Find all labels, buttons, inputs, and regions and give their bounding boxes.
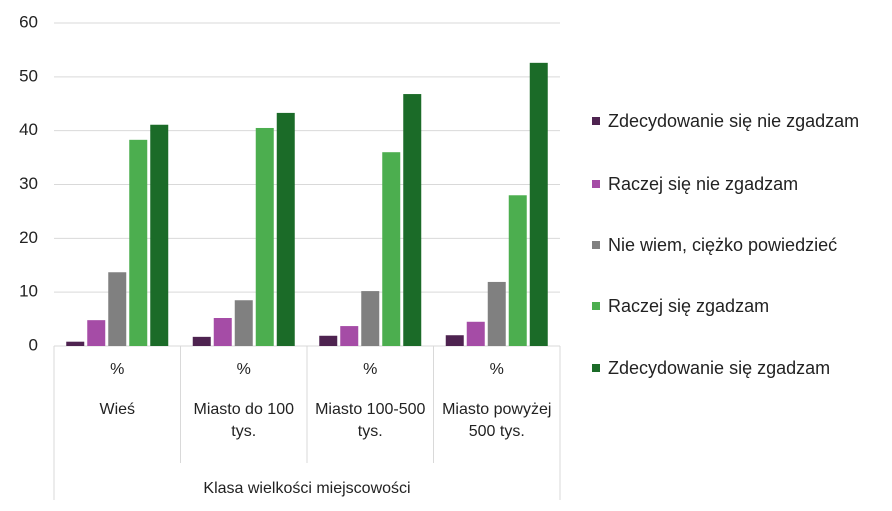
bar — [108, 272, 127, 346]
category-sublabel: % — [489, 361, 504, 378]
legend-item: Zdecydowanie się zgadzam — [592, 355, 892, 381]
category-sublabel: % — [363, 361, 378, 378]
y-tick-label: 10 — [19, 282, 38, 301]
y-tick-label: 50 — [19, 66, 38, 85]
bar — [403, 94, 422, 346]
category-sublabel: % — [110, 361, 125, 378]
y-tick-label: 30 — [19, 174, 38, 193]
bar — [340, 326, 359, 346]
legend-swatch — [592, 364, 600, 372]
legend-item: Raczej się nie zgadzam — [592, 171, 892, 197]
y-tick-label: 60 — [19, 12, 38, 31]
y-tick-label: 20 — [19, 228, 38, 247]
bar — [445, 335, 464, 346]
legend-item: Zdecydowanie się nie zgadzam — [592, 108, 892, 134]
bar — [66, 341, 85, 346]
bar — [150, 124, 169, 347]
bar — [234, 300, 253, 346]
bar — [466, 321, 485, 346]
legend-label: Zdecydowanie się nie zgadzam — [608, 111, 860, 131]
bar — [255, 127, 274, 346]
bar — [276, 112, 295, 346]
bar — [382, 152, 401, 346]
bar — [319, 335, 338, 346]
bar — [361, 291, 380, 346]
bar — [487, 281, 506, 346]
legend-swatch — [592, 241, 600, 249]
x-tick-label: Miasto powyżej 500 tys. — [442, 401, 552, 440]
bar — [508, 195, 527, 346]
bar — [213, 318, 232, 346]
legend-label: Raczej się nie zgadzam — [608, 174, 799, 194]
legend-swatch — [592, 302, 600, 310]
bar — [129, 139, 148, 346]
x-tick-label: Miasto do 100 tys. — [193, 401, 294, 440]
group-label: Klasa wielkości miejscowości — [203, 480, 411, 497]
legend-swatch — [592, 117, 600, 125]
bar — [192, 336, 211, 346]
legend-label: Nie wiem, ciężko powiedzieć — [608, 235, 838, 255]
legend-label: Zdecydowanie się zgadzam — [608, 358, 831, 378]
legend-item: Nie wiem, ciężko powiedzieć — [592, 232, 892, 258]
legend-item: Raczej się zgadzam — [592, 293, 892, 319]
bar — [529, 62, 548, 346]
legend-label: Raczej się zgadzam — [608, 296, 770, 316]
bar — [87, 320, 106, 346]
x-tick-label: Miasto 100-500 tys. — [315, 401, 426, 440]
x-tick-label: Wieś — [99, 401, 136, 418]
category-sublabel: % — [236, 361, 251, 378]
y-tick-label: 40 — [19, 120, 38, 139]
legend-swatch — [592, 180, 600, 188]
y-tick-label: 0 — [29, 335, 38, 354]
